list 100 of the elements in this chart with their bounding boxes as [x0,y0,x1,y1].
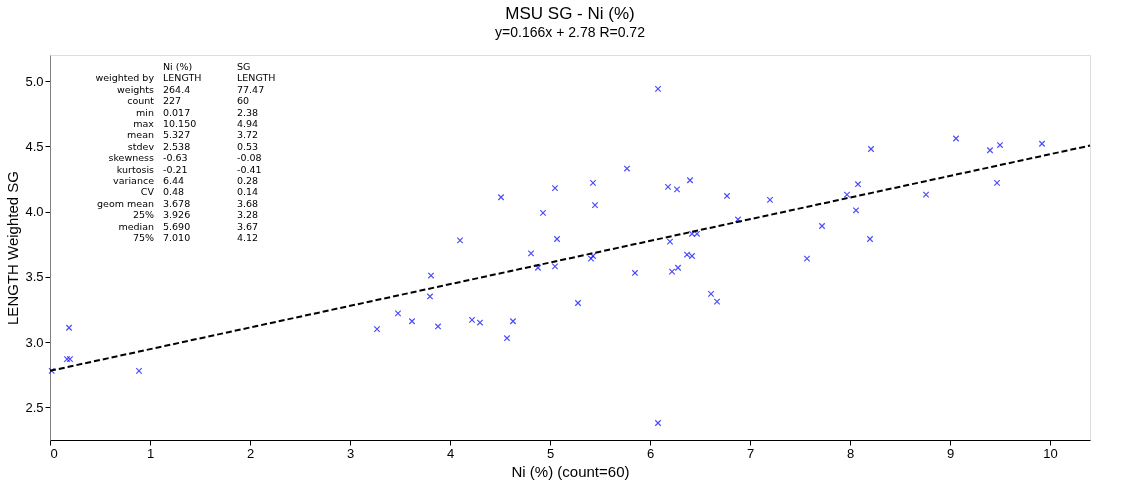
annotation: Ni (%) [163,61,193,72]
point [408,317,416,325]
annotation: mean [127,129,154,141]
annotation: 3.68 [237,197,259,209]
annotation: CV [140,186,155,198]
annotation: -0.08 [237,152,262,164]
y-tick-label: 2.5 [25,399,44,415]
annotation: 3.72 [237,129,259,141]
annotation: 7.010 [163,232,191,243]
point [589,179,597,187]
annotation: 2.538 [163,140,191,152]
point [854,180,862,188]
annotation: skewness [108,152,155,164]
point [551,184,559,192]
chart-title: MSU SG - Ni (%) [505,4,635,23]
annotation: stdev [127,140,155,152]
annotation: 4.94 [237,118,259,129]
point [993,179,1001,187]
point [394,310,402,317]
annotation: 3.678 [163,197,191,209]
point [686,176,694,184]
x-tick-label: 5 [546,445,555,461]
annotation: 0.53 [237,140,259,152]
annotation: 0.48 [163,186,185,198]
point [135,367,143,375]
annotation: 75% [132,232,154,243]
annotation: count [127,95,155,107]
annotation: 6.44 [163,175,185,186]
x-tick-label: 7 [746,445,755,461]
point [456,236,464,244]
annotation: 3.67 [237,220,259,232]
point [843,191,851,198]
x-tick-label: 1 [146,445,155,461]
annotation: SG [237,61,251,72]
annotation: 0.28 [237,175,259,186]
y-tick-label: 4.5 [25,138,44,154]
point [666,238,674,245]
x-axis-title: Ni (%) (count=60) [511,462,630,480]
annotation: 5.690 [163,220,191,232]
annotation: 264.4 [163,83,191,95]
point [707,290,715,298]
point [1038,140,1046,148]
annotation: 3.926 [163,209,191,221]
annotation: 3.28 [237,209,259,221]
x-tick-label: 9 [946,445,955,461]
annotation: median [118,220,154,232]
y-tick-label: 4.0 [25,204,44,220]
point [674,264,682,272]
y-tick-label: 3.0 [25,334,44,350]
point [434,323,442,330]
annotation: weights [117,83,155,95]
annotation: LENGTH [237,72,276,84]
point [476,319,484,326]
point [766,196,774,204]
annotation: -0.63 [163,152,188,164]
annotation: LENGTH [163,72,202,84]
x-tick-label: 4 [446,445,455,461]
y-axis-title: LENGTH Weighted SG [4,171,22,325]
x-tick-label: 8 [846,445,855,461]
point [623,165,631,172]
point [803,255,811,262]
x-tick-label: 2 [246,445,255,461]
x-tick-label: 10 [1043,445,1058,461]
point [664,183,672,191]
y-tick-label: 3.5 [25,269,44,285]
point [527,250,535,257]
annotation: 60 [237,95,250,107]
annotation: weighted by [95,72,155,84]
point [551,263,559,270]
y-tick-label: 5.0 [25,73,44,89]
annotation: 2.38 [237,106,259,118]
annotation: geom mean [97,197,154,209]
annotation: variance [113,175,155,186]
annotation: max [133,118,155,129]
annotation: 227 [163,95,182,107]
x-tick-label: 3 [346,445,355,461]
point [986,146,994,154]
annotation: 5.327 [163,129,191,141]
annotation: min [136,106,154,118]
point [713,298,721,305]
point [503,334,511,342]
annotation: -0.21 [163,163,188,175]
annotation: 10.150 [163,118,197,129]
annotation: 0.14 [237,186,259,198]
point [952,135,960,142]
point [426,293,434,300]
point [65,324,73,332]
point [922,191,930,198]
point [668,268,676,275]
x-tick-label: 0 [50,445,58,461]
annotation: 77.47 [237,83,265,95]
annotation: kurtosis [116,163,155,175]
point [673,186,681,193]
point [497,193,505,201]
point [427,272,435,279]
annotation: 4.12 [237,232,259,243]
annotation: 0.017 [163,106,191,118]
point [509,317,517,325]
annotation: -0.41 [237,163,262,175]
annotation: 25% [132,209,154,221]
